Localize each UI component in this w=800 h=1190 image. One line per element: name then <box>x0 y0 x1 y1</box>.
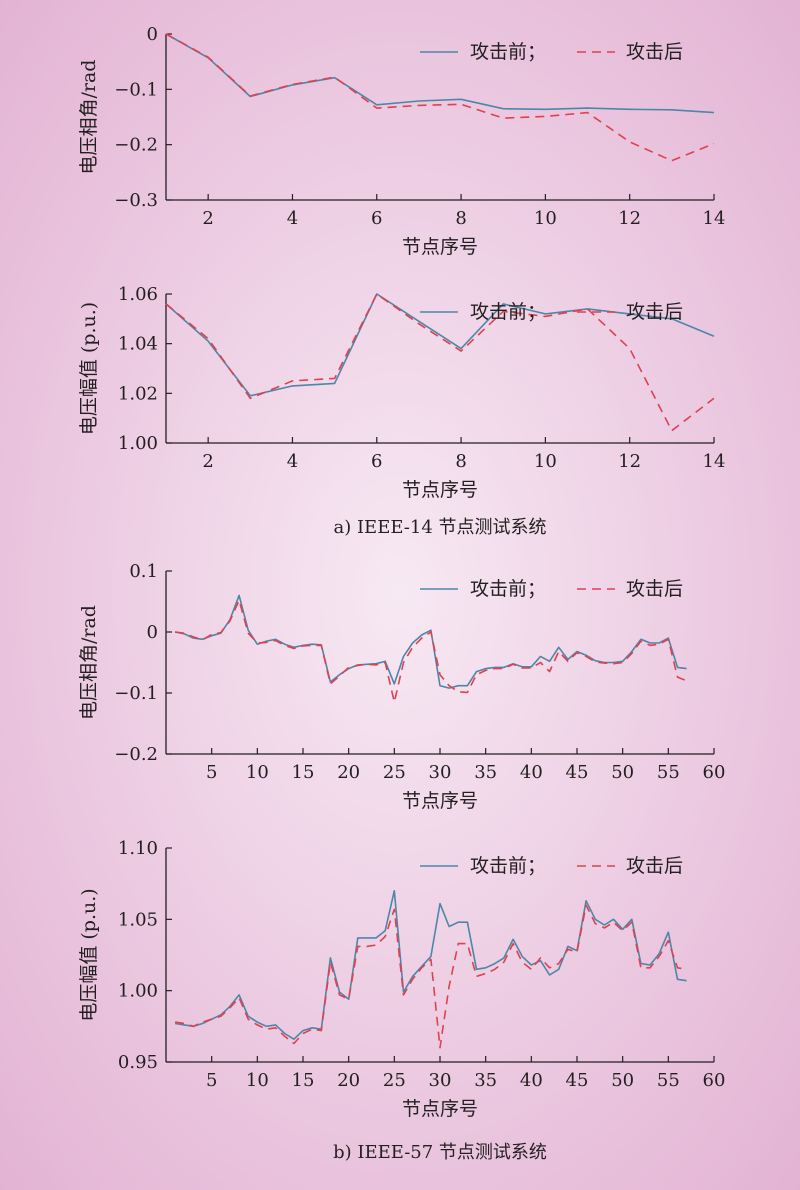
x-tick-label: 25 <box>383 762 406 783</box>
x-tick-label: 35 <box>474 762 497 783</box>
series-line-after <box>174 599 687 703</box>
y-tick-label: −0.1 <box>114 79 158 100</box>
y-tick-label: 1.02 <box>118 383 158 404</box>
x-tick-label: 30 <box>429 1070 452 1091</box>
x-tick-label: 2 <box>202 208 213 229</box>
x-axis-label: 节点序号 <box>402 1098 478 1120</box>
x-tick-label: 40 <box>520 1070 543 1091</box>
x-tick-label: 12 <box>618 451 641 472</box>
x-tick-label: 8 <box>455 451 466 472</box>
x-tick-label: 12 <box>618 208 641 229</box>
x-tick-label: 45 <box>566 1070 589 1091</box>
legend-label-after: 攻击后 <box>626 855 683 877</box>
legend-label-before: 攻击前； <box>470 855 546 877</box>
legend-label-before: 攻击前； <box>470 41 546 63</box>
y-axis-label: 电压相角/rad <box>78 605 100 720</box>
x-tick-label: 14 <box>703 451 726 472</box>
x-axis-label: 节点序号 <box>402 479 478 501</box>
x-tick-label: 55 <box>657 1070 680 1091</box>
y-tick-label: 1.00 <box>118 433 158 454</box>
x-tick-label: 20 <box>337 1070 360 1091</box>
x-tick-label: 6 <box>371 451 382 472</box>
x-tick-label: 60 <box>703 1070 726 1091</box>
y-tick-label: 0 <box>147 24 158 45</box>
legend-label-before: 攻击前； <box>470 301 546 323</box>
chart-ieee14-angle: 2 4 6 8 10 12 14 0 −0.1 −0.2 −0.3 节点序号 电压相角/rad 攻击前； 攻… <box>78 24 725 258</box>
y-tick-label: 0.95 <box>118 1052 158 1073</box>
x-tick-label: 40 <box>520 762 543 783</box>
x-tick-label: 20 <box>337 762 360 783</box>
series-line-before <box>174 594 687 689</box>
x-tick-label: 45 <box>566 762 589 783</box>
y-axis-label: 电压幅值 (p.u.) <box>78 302 100 435</box>
x-tick-label: 50 <box>611 1070 634 1091</box>
y-tick-label: 1.00 <box>118 981 158 1002</box>
x-tick-label: 50 <box>611 762 634 783</box>
y-tick-label: −0.1 <box>114 683 158 704</box>
y-tick-label: 1.04 <box>118 334 158 355</box>
x-tick-label: 8 <box>455 208 466 229</box>
y-tick-label: −0.2 <box>114 744 158 765</box>
legend-label-after: 攻击后 <box>626 41 683 63</box>
x-tick-label: 6 <box>371 208 382 229</box>
legend-label-after: 攻击后 <box>626 578 683 600</box>
x-axis-label: 节点序号 <box>402 790 478 812</box>
x-tick-label: 10 <box>534 208 557 229</box>
series-line-before <box>174 889 687 1040</box>
y-tick-label: 0.1 <box>129 561 158 582</box>
series-line-after <box>165 33 715 162</box>
caption-a: a) IEEE-14 节点测试系统 <box>333 517 546 538</box>
series-line-before <box>165 293 715 397</box>
x-tick-label: 30 <box>429 762 452 783</box>
x-tick-label: 10 <box>246 1070 269 1091</box>
y-axis-label: 电压幅值 (p.u.) <box>78 888 100 1021</box>
x-tick-label: 5 <box>206 1070 217 1091</box>
x-tick-label: 14 <box>703 208 726 229</box>
caption-b: b) IEEE-57 节点测试系统 <box>333 1142 547 1163</box>
chart-ieee14-magnitude: 2 4 6 8 10 12 14 1.00 1.02 1.04 1.06 节点序号 电压幅值 (p.u.… <box>78 284 725 501</box>
y-tick-label: 1.06 <box>118 284 158 305</box>
x-tick-label: 4 <box>287 208 298 229</box>
y-tick-label: −0.3 <box>114 190 158 211</box>
x-tick-label: 2 <box>202 451 213 472</box>
y-tick-label: 1.10 <box>118 838 158 859</box>
series-line-after <box>165 293 715 432</box>
chart-ieee57-angle: 5 10 15 20 25 30 35 40 45 50 55 60 0.1 0 −0.1 −0.2 节点序号 电… <box>78 561 725 812</box>
x-tick-label: 35 <box>474 1070 497 1091</box>
x-tick-label: 15 <box>292 762 315 783</box>
chart-ieee57-magnitude: 5 10 15 20 25 30 35 40 45 50 55 60 1.10 1.05 1.00 0.95 节… <box>78 838 725 1120</box>
x-tick-label: 10 <box>246 762 269 783</box>
y-tick-label: 0 <box>147 622 158 643</box>
y-tick-label: 1.05 <box>118 909 158 930</box>
x-tick-label: 5 <box>206 762 217 783</box>
x-tick-label: 55 <box>657 762 680 783</box>
x-axis-label: 节点序号 <box>402 236 478 258</box>
x-tick-label: 25 <box>383 1070 406 1091</box>
x-tick-label: 4 <box>287 451 298 472</box>
x-tick-label: 60 <box>703 762 726 783</box>
x-tick-label: 15 <box>292 1070 315 1091</box>
y-axis-label: 电压相角/rad <box>78 60 100 175</box>
legend-label-after: 攻击后 <box>626 301 683 323</box>
series-line-after <box>174 904 687 1049</box>
y-tick-label: −0.2 <box>114 135 158 156</box>
x-tick-label: 10 <box>534 451 557 472</box>
legend-label-before: 攻击前； <box>470 578 546 600</box>
